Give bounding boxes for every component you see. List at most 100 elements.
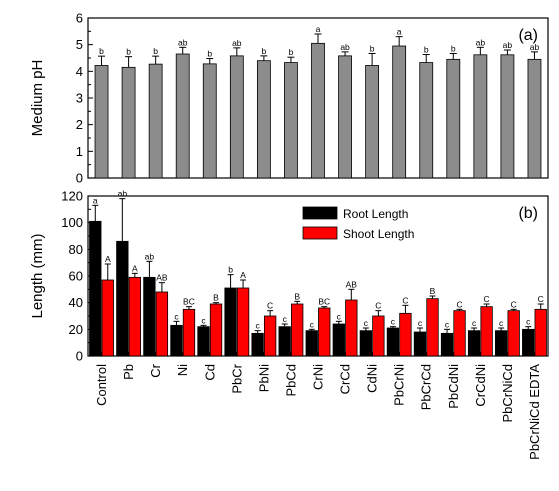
bar-root-cr [143,276,156,357]
bar-shoot-pbcr [236,287,250,357]
significance-label: C [538,294,544,304]
significance-label: b [207,49,212,59]
x-category-label: CdNi [365,364,380,393]
significance-label: B [294,291,300,301]
bar-shoot-pbcd [291,303,304,357]
bar-shoot-pbcdni [453,310,466,357]
significance-label: c [526,317,531,327]
bar-shoot-pbcrni [399,312,412,357]
significance-label: ab [178,37,188,47]
significance-label: C [511,299,517,309]
significance-label: c [445,319,450,329]
bar-shoot-cdni [372,315,385,357]
legend-label-shoot: Shoot Length [343,227,414,241]
significance-label: ab [145,251,155,261]
y-tick-label: 20 [69,322,83,337]
significance-label: BC [183,297,195,307]
bar-shoot-cr [155,291,169,357]
bar-ph-pbcrnicd [500,54,515,179]
bar-shoot-pbcrnicd-edta [534,308,547,357]
bar-ph-cdni [365,65,380,179]
significance-label: a [397,27,402,37]
significance-label: b [99,46,104,56]
bar-ph-pbcrni [392,45,407,179]
significance-label: c [499,318,504,328]
significance-label: a [316,24,321,34]
significance-label: ab [340,42,350,52]
bar-ph-pbcr [229,55,244,179]
significance-label: b [289,47,294,57]
x-category-label: PbCrNi [392,364,407,406]
significance-label: b [126,47,131,57]
significance-label: C [402,295,408,305]
bar-root-pbcrni [386,327,400,357]
significance-label: ab [530,42,540,52]
bar-ph-control [94,65,109,179]
bar-ph-cd [202,63,217,179]
bar-root-cdni [359,330,373,357]
bar-shoot-crcdni [480,306,493,357]
significance-label: c [283,314,288,324]
significance-label: b [153,46,158,56]
x-category-label: Cd [202,364,217,381]
bar-ph-cr [148,63,163,179]
significance-label: ab [476,37,486,47]
y-tick-label: 4 [76,64,83,79]
significance-label: ab [232,38,242,48]
y-axis-title: Medium pH [29,60,46,137]
y-tick-label: 3 [76,91,83,106]
bar-ph-crni [311,42,325,179]
x-category-label: Pb [121,364,136,380]
bar-root-crni [305,330,318,357]
bar-shoot-pbcrcd [426,298,439,357]
significance-label: b [262,46,267,56]
significance-label: ab [118,189,128,199]
panel-label: (b) [518,205,538,222]
bar-root-pbcd [278,326,291,357]
bar-ph-pbni [256,60,271,179]
significance-label: c [310,319,315,329]
bar-ph-ni [175,53,190,179]
x-category-label: PbCd [283,364,298,397]
bar-ph-crcd [338,55,352,179]
significance-label: A [240,270,246,280]
y-tick-label: 2 [76,117,83,132]
x-category-label: CrCdNi [473,364,488,407]
bar-root-pb [116,240,129,357]
bar-root-pbcrnicd [495,330,508,357]
x-category-label: CrNi [311,364,326,390]
bar-ph-pbcd [284,62,298,179]
y-tick-label: 60 [69,269,83,284]
x-category-label: PbCdNi [446,364,461,409]
legend-swatch-shoot [302,226,338,240]
bar-root-ni [170,324,183,357]
y-tick-label: 5 [76,37,83,52]
significance-label: BC [318,297,330,307]
bar-root-pbcdni [440,332,454,357]
panel-label: (a) [518,27,538,44]
significance-label: c [418,318,423,328]
x-category-label: PbCrNiCd [500,364,515,423]
bar-ph-crcdni [473,54,488,179]
significance-label: C [375,301,381,311]
y-tick-label: 6 [76,11,83,26]
bar-root-crcdni [467,330,481,357]
bar-shoot-pbcrnicd [507,310,520,357]
significance-label: c [256,321,261,331]
y-tick-label: 120 [61,189,83,204]
bar-shoot-pb [128,276,141,357]
y-tick-label: 40 [69,295,83,310]
x-category-label: Ni [175,364,190,376]
y-tick-label: 0 [76,349,83,364]
bar-root-control [89,220,102,357]
significance-label: b [451,43,456,53]
y-axis-title: Length (mm) [29,233,46,318]
bar-shoot-crcd [345,299,358,357]
legend-label-root: Root Length [343,207,408,221]
significance-label: C [484,294,490,304]
x-category-label: PbCr [229,363,244,393]
x-category-label: PbCrNiCd EDTA [527,364,542,460]
bar-shoot-ni [182,308,196,357]
significance-label: c [174,311,179,321]
significance-label: ab [503,40,513,50]
